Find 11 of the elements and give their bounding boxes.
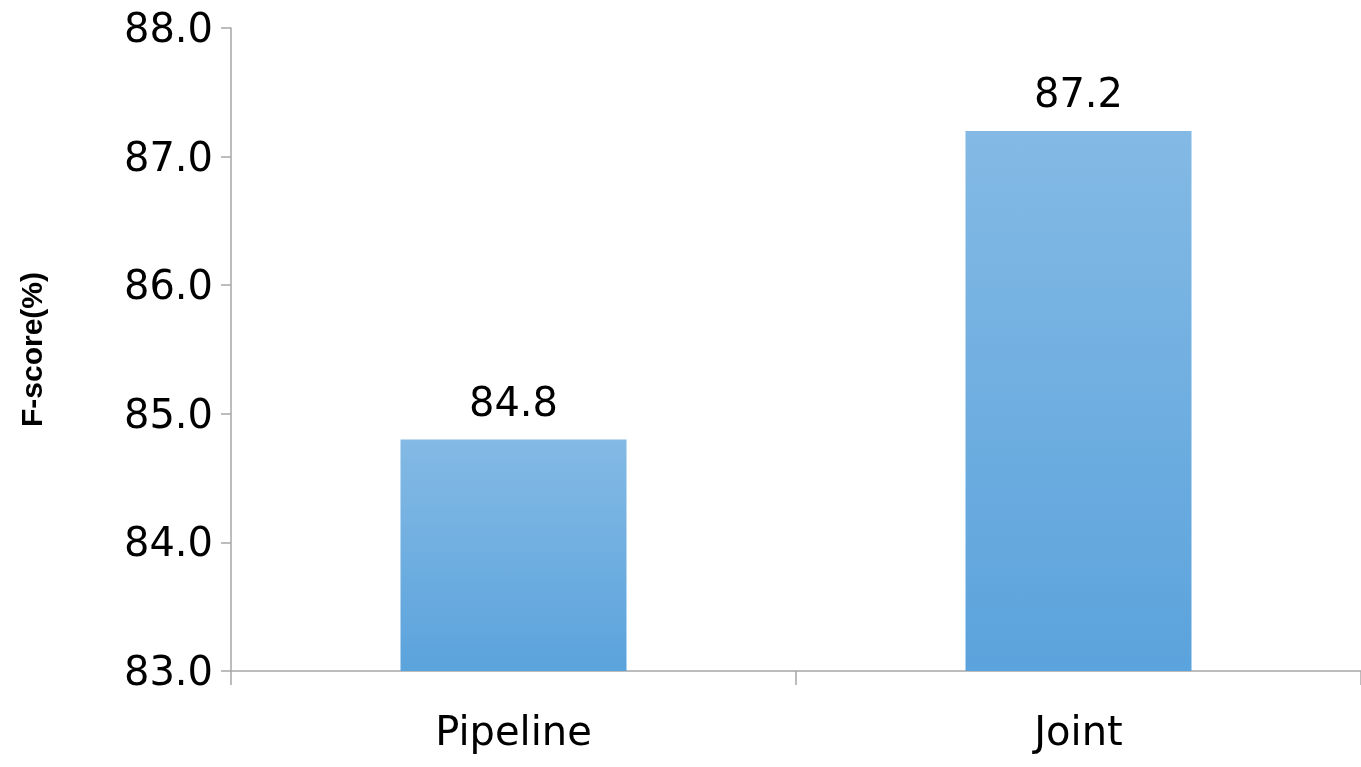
- y-tick-label: 85.0: [123, 390, 213, 437]
- y-tick-label: 84.0: [123, 519, 213, 566]
- y-tick-label: 88.0: [123, 5, 213, 51]
- y-axis-title: F-score(%): [14, 271, 48, 428]
- x-tick-label: Pipeline: [435, 708, 592, 754]
- y-tick-label: 87.0: [123, 133, 213, 180]
- data-label: 87.2: [1033, 69, 1124, 116]
- data-label: 84.8: [468, 378, 559, 425]
- y-tick-label: 86.0: [123, 262, 213, 309]
- y-tick-label: 83.0: [123, 648, 213, 694]
- x-tick-label: Joint: [1031, 708, 1123, 754]
